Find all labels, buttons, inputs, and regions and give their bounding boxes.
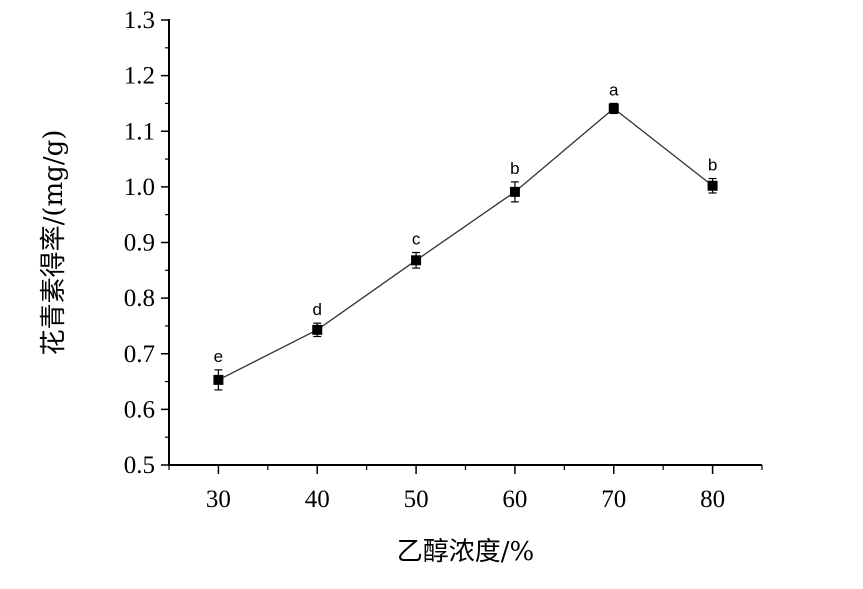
significance-label: a	[609, 80, 619, 99]
axes	[168, 19, 762, 466]
y-tick-label: 1.3	[124, 7, 155, 34]
significance-label: e	[214, 347, 223, 366]
x-tick-label: 40	[305, 486, 330, 513]
y-tick-label: 0.9	[124, 230, 155, 257]
series-layer: e d c b a b	[213, 80, 718, 391]
y-tick-label: 0.7	[124, 341, 155, 368]
y-tick-label: 0.5	[124, 452, 155, 479]
y-tick-label: 1.1	[124, 118, 155, 145]
x-ticks: 30 40 50 60 70 80	[168, 465, 763, 513]
x-axis-title: 乙醇浓度/%	[397, 537, 534, 567]
x-tick-label: 60	[502, 486, 527, 513]
x-tick-label: 30	[206, 486, 231, 513]
significance-label: d	[313, 300, 322, 319]
data-point	[707, 180, 718, 191]
data-point	[411, 255, 422, 266]
data-point	[213, 374, 224, 385]
series-line	[218, 107, 713, 381]
data-point	[509, 186, 520, 197]
significance-label: b	[708, 156, 717, 175]
x-tick-label: 80	[700, 486, 725, 513]
x-tick-label: 50	[404, 486, 429, 513]
y-tick-label: 1.0	[124, 174, 155, 201]
significance-label: b	[510, 159, 519, 178]
y-tick-label: 1.2	[124, 63, 155, 90]
significance-label: c	[412, 230, 421, 249]
x-tick-label: 70	[601, 486, 626, 513]
y-tick-label: 0.8	[124, 285, 155, 312]
data-point	[608, 103, 619, 114]
y-ticks: 0.5 0.6 0.7 0.8 0.9 1.0 1.1 1.2 1.3	[124, 7, 169, 479]
y-axis-title: 花青素得率/(mg/g)	[39, 130, 69, 356]
data-point	[312, 324, 323, 335]
y-tick-label: 0.6	[124, 396, 155, 423]
